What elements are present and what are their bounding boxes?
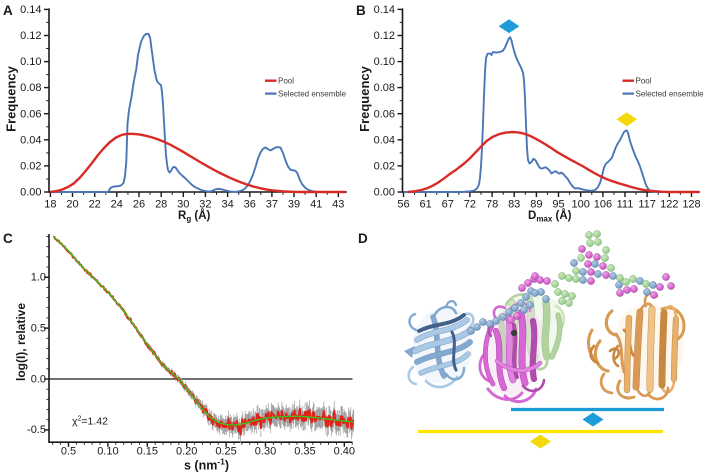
svg-text:B: B [356,3,366,18]
svg-text:χ2=1.42: χ2=1.42 [72,416,108,428]
svg-text:0.08: 0.08 [20,82,41,94]
svg-text:0.06: 0.06 [374,108,395,120]
svg-text:Pool: Pool [636,76,652,85]
svg-text:37: 37 [266,199,278,211]
svg-text:0.02: 0.02 [374,161,395,173]
svg-text:0.06: 0.06 [20,108,41,120]
svg-text:43: 43 [332,199,344,211]
svg-text:0.20: 0.20 [176,446,197,458]
svg-text:117: 117 [638,199,656,211]
svg-text:0.00: 0.00 [374,187,395,199]
svg-text:0.0: 0.0 [31,373,46,385]
svg-text:0.12: 0.12 [20,30,41,42]
svg-text:56: 56 [397,199,409,211]
svg-text:78: 78 [486,199,498,211]
svg-text:22: 22 [89,199,101,211]
svg-text:36: 36 [244,199,256,211]
svg-text:128: 128 [682,199,700,211]
svg-text:1.0: 1.0 [31,272,46,284]
svg-text:log(I), relative: log(I), relative [14,303,28,381]
svg-text:Rg (Å): Rg (Å) [178,209,211,224]
svg-text:Pool: Pool [278,76,294,85]
svg-text:83: 83 [508,199,520,211]
svg-text:0.15: 0.15 [137,446,158,458]
svg-text:111: 111 [617,199,634,211]
svg-text:67: 67 [442,199,454,211]
svg-text:0.14: 0.14 [374,4,395,16]
svg-text:0.5: 0.5 [61,446,76,458]
svg-text:-0.5: -0.5 [27,424,46,436]
svg-text:A: A [3,3,13,18]
svg-text:0.30: 0.30 [255,446,276,458]
svg-text:Selected ensemble: Selected ensemble [636,89,705,98]
svg-text:D: D [358,231,368,246]
svg-text:0.5: 0.5 [31,322,46,334]
svg-text:C: C [3,231,13,246]
svg-text:0.14: 0.14 [20,4,41,16]
svg-text:0.08: 0.08 [374,82,395,94]
svg-text:28: 28 [155,199,167,211]
svg-text:106: 106 [594,199,612,211]
svg-text:0.40: 0.40 [334,446,355,458]
svg-text:72: 72 [464,199,476,211]
svg-text:20: 20 [66,199,78,211]
svg-text:95: 95 [552,199,564,211]
svg-text:100: 100 [572,199,590,211]
svg-text:32: 32 [199,199,211,211]
svg-text:0.10: 0.10 [374,56,395,68]
svg-text:24: 24 [111,199,123,211]
svg-text:0.10: 0.10 [97,446,118,458]
svg-text:0.04: 0.04 [20,134,41,146]
svg-text:Frequency: Frequency [4,65,19,132]
svg-text:39: 39 [288,199,300,211]
svg-text:26: 26 [133,199,145,211]
svg-text:0.35: 0.35 [294,446,315,458]
svg-text:89: 89 [530,199,542,211]
svg-text:18: 18 [44,199,56,211]
svg-text:0.25: 0.25 [215,446,236,458]
svg-text:61: 61 [419,199,431,211]
svg-text:0.10: 0.10 [20,56,41,68]
svg-text:0.04: 0.04 [374,134,395,146]
svg-text:0.02: 0.02 [20,161,41,173]
svg-text:41: 41 [310,199,322,211]
svg-text:34: 34 [221,199,233,211]
svg-text:0.12: 0.12 [374,30,395,42]
svg-text:30: 30 [177,199,189,211]
svg-text:0.00: 0.00 [20,187,41,199]
svg-text:Selected ensemble: Selected ensemble [278,89,347,98]
svg-text:122: 122 [660,199,678,211]
svg-text:Frequency: Frequency [357,65,372,132]
